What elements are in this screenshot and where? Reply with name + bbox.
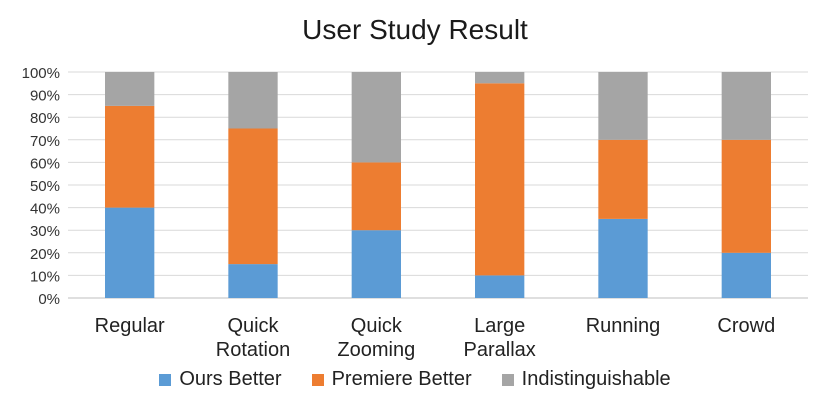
chart-title: User Study Result <box>302 14 528 45</box>
y-tick-label: 70% <box>30 133 60 150</box>
bars <box>105 72 771 298</box>
legend-item: Premiere Better <box>311 368 472 391</box>
y-tick-label: 100% <box>22 65 60 82</box>
bar-segment <box>105 72 155 106</box>
x-tick-label: Running <box>586 315 661 337</box>
x-tick-label: Quick <box>351 315 403 337</box>
legend-swatch <box>311 373 324 386</box>
legend: Ours Better Premiere Better Indistinguisha… <box>0 368 830 391</box>
y-tick-label: 60% <box>30 155 60 172</box>
x-tick-label: Quick <box>227 315 279 337</box>
bar-segment <box>721 72 771 140</box>
gridlines <box>68 71 808 299</box>
legend-item: Ours Better <box>159 368 282 391</box>
x-axis-labels: Regular QuickRotationQuickZoomingLargePar… <box>95 315 776 361</box>
bar-segment <box>351 230 401 298</box>
y-tick-label: 10% <box>30 268 60 285</box>
bar-segment <box>598 139 648 219</box>
y-tick-label: 30% <box>30 223 60 240</box>
y-axis-ticks: 0% 10% 20% 30% 40% 50% 60% 70% 80% 90% 100% <box>22 65 60 308</box>
y-tick-label: 0% <box>38 291 60 308</box>
legend-swatch <box>501 373 514 386</box>
y-tick-label: 40% <box>30 201 60 218</box>
y-tick-label: 50% <box>30 178 60 195</box>
bar-segment <box>105 105 155 208</box>
legend-item: Indistinguishable <box>501 368 671 391</box>
y-tick-label: 20% <box>30 246 60 263</box>
legend-label: Indistinguishable <box>521 368 671 390</box>
x-tick-label: Crowd <box>717 315 775 337</box>
bar-segment <box>598 218 648 298</box>
legend-label: Premiere Better <box>331 368 472 390</box>
bar-segment <box>475 72 525 84</box>
legend-swatch <box>159 373 172 386</box>
bar-segment <box>721 139 771 253</box>
bar-segment <box>228 264 278 298</box>
bar-segment <box>351 162 401 231</box>
bar-segment <box>351 72 401 163</box>
x-tick-label: Regular <box>95 315 165 337</box>
x-tick-label: Parallax <box>464 339 536 361</box>
y-tick-label: 90% <box>30 88 60 105</box>
bar-segment <box>228 72 278 129</box>
bar-segment <box>475 275 525 298</box>
bar-segment <box>475 83 525 276</box>
x-tick-label: Large <box>474 315 525 337</box>
bar-segment <box>721 252 771 298</box>
x-tick-label: Zooming <box>337 339 415 361</box>
legend-label: Ours Better <box>179 368 282 390</box>
bar-segment <box>228 128 278 265</box>
y-tick-label: 80% <box>30 110 60 127</box>
bar-segment <box>598 72 648 140</box>
x-tick-label: Rotation <box>216 339 291 361</box>
bar-segment <box>105 207 155 298</box>
